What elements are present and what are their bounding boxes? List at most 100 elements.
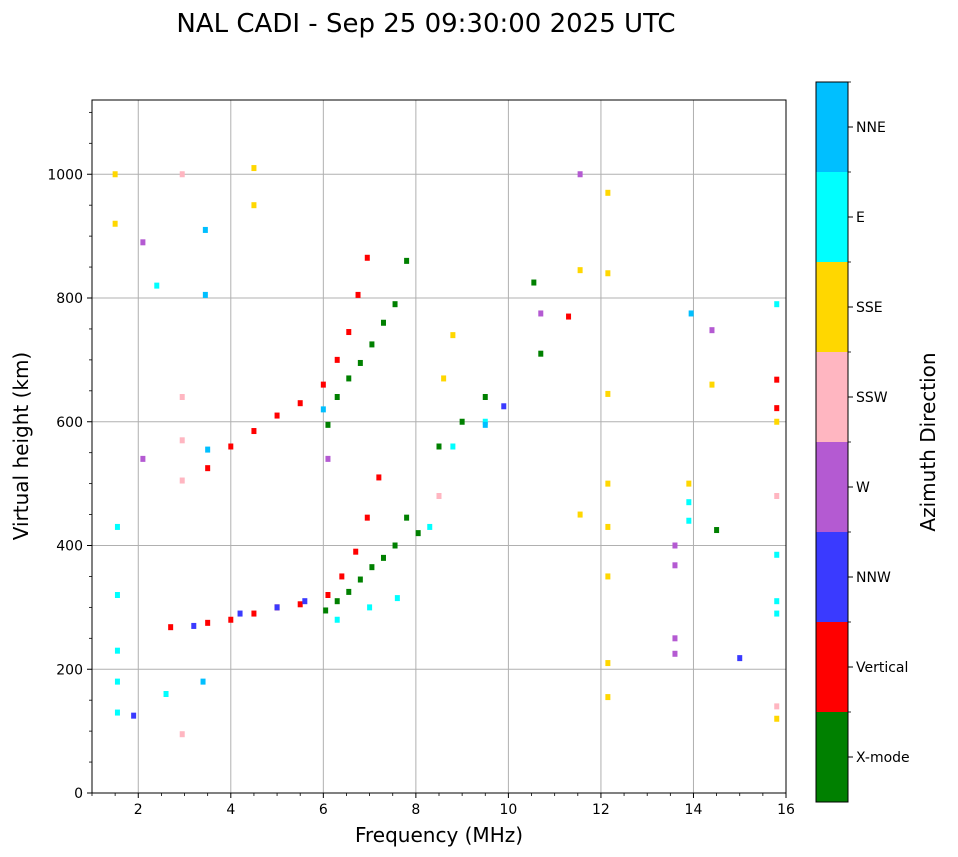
data-point-ssw bbox=[436, 493, 442, 499]
data-point-sse bbox=[774, 715, 780, 722]
data-point-e bbox=[450, 443, 456, 450]
data-point-x-mode bbox=[346, 588, 352, 595]
colorbar-segment-nnw bbox=[816, 532, 848, 622]
x-tick-label: 10 bbox=[499, 802, 517, 818]
y-axis-ticks: 0 200 400 600 800 1000 bbox=[47, 111, 92, 802]
data-point-ssw bbox=[179, 477, 185, 484]
data-point-e bbox=[774, 610, 780, 617]
data-point-vertical bbox=[297, 601, 303, 608]
data-point-e bbox=[427, 523, 433, 530]
data-point-w bbox=[325, 455, 331, 462]
data-point-x-mode bbox=[531, 279, 537, 286]
data-point-ssw bbox=[774, 493, 780, 499]
data-point-vertical bbox=[566, 313, 572, 320]
data-point-nnw bbox=[302, 598, 308, 605]
x-tick-label: 12 bbox=[592, 802, 610, 818]
data-point-e bbox=[114, 523, 120, 530]
data-point-w bbox=[709, 327, 715, 334]
colorbar-frame bbox=[815, 81, 849, 803]
y-tick-label: 0 bbox=[74, 786, 83, 802]
colorbar-segment-nne bbox=[816, 82, 848, 172]
data-point-sse bbox=[605, 573, 611, 580]
x-tick-label: 16 bbox=[777, 802, 795, 818]
data-point-nnw bbox=[737, 655, 743, 662]
x-tick-label: 14 bbox=[685, 802, 703, 818]
data-point-x-mode bbox=[392, 542, 398, 549]
data-point-nne bbox=[205, 446, 211, 453]
data-point-e bbox=[163, 691, 169, 697]
x-tick-label: 8 bbox=[411, 802, 420, 818]
data-point-sse bbox=[605, 390, 611, 397]
data-point-sse bbox=[577, 511, 583, 518]
data-point-sse bbox=[112, 171, 118, 178]
colorbar-label: Azimuth Direction bbox=[916, 352, 940, 531]
data-point-sse bbox=[605, 480, 611, 487]
data-point-vertical bbox=[364, 254, 370, 261]
data-point-w bbox=[672, 650, 678, 657]
colorbar-tick-label: X-mode bbox=[856, 750, 910, 766]
data-point-x-mode bbox=[404, 257, 410, 264]
data-point-vertical bbox=[228, 443, 234, 450]
data-point-vertical bbox=[325, 592, 331, 598]
data-point-vertical bbox=[364, 514, 370, 521]
data-point-e bbox=[774, 301, 780, 308]
data-point-x-mode bbox=[323, 607, 329, 614]
data-point-vertical bbox=[346, 329, 352, 336]
data-point-e bbox=[114, 592, 120, 598]
data-point-ssw bbox=[774, 703, 780, 710]
data-point-e bbox=[774, 598, 780, 605]
data-point-vertical bbox=[774, 405, 780, 412]
plot-area: 2 4 6 8 10 12 14 16 0 200 400 600 800 1000 bbox=[47, 99, 795, 818]
data-point-e bbox=[394, 595, 400, 602]
data-point-e bbox=[367, 604, 373, 611]
data-point-w bbox=[577, 171, 583, 178]
data-point-e bbox=[114, 678, 120, 685]
colorbar-tick-label: W bbox=[856, 480, 870, 496]
data-point-ssw bbox=[179, 171, 185, 178]
data-point-x-mode bbox=[380, 554, 386, 561]
data-point-sse bbox=[251, 202, 257, 209]
data-point-nne bbox=[200, 678, 206, 685]
data-point-vertical bbox=[774, 376, 780, 383]
data-point-e bbox=[686, 517, 692, 524]
chart-title: NAL CADI - Sep 25 09:30:00 2025 UTC bbox=[176, 9, 675, 39]
colorbar-tick-label: Vertical bbox=[856, 660, 908, 676]
colorbar-segment-w bbox=[816, 442, 848, 532]
data-point-x-mode bbox=[369, 341, 375, 348]
colorbar-segment-x-mode bbox=[816, 712, 848, 802]
data-point-x-mode bbox=[325, 421, 331, 428]
data-point-x-mode bbox=[334, 394, 340, 400]
data-point-ssw bbox=[179, 731, 185, 738]
data-point-nne bbox=[482, 421, 488, 428]
x-tick-label: 6 bbox=[319, 802, 328, 818]
data-point-nnw bbox=[237, 610, 243, 617]
data-point-sse bbox=[251, 165, 257, 172]
data-point-x-mode bbox=[357, 576, 363, 583]
data-point-e bbox=[154, 282, 160, 289]
data-point-vertical bbox=[274, 412, 280, 419]
data-point-sse bbox=[577, 267, 583, 274]
data-marks bbox=[112, 165, 780, 738]
data-point-nne bbox=[202, 226, 208, 233]
data-point-sse bbox=[112, 220, 118, 227]
data-point-x-mode bbox=[334, 598, 340, 605]
y-tick-label: 600 bbox=[56, 415, 83, 431]
data-point-w bbox=[672, 542, 678, 549]
data-point-sse bbox=[709, 381, 715, 388]
colorbar-segment-e bbox=[816, 172, 848, 262]
data-point-x-mode bbox=[392, 301, 398, 308]
data-point-e bbox=[686, 499, 692, 506]
y-tick-label: 1000 bbox=[47, 167, 83, 183]
data-point-vertical bbox=[228, 616, 234, 623]
data-point-ssw bbox=[179, 437, 185, 444]
data-point-x-mode bbox=[369, 564, 375, 571]
data-point-vertical bbox=[376, 474, 382, 481]
x-tick-label: 2 bbox=[134, 802, 143, 818]
colorbar: X-mode Vertical NNW W SSW SSE E NNE bbox=[815, 81, 910, 803]
data-point-vertical bbox=[251, 610, 257, 617]
data-point-e bbox=[334, 616, 340, 623]
data-point-sse bbox=[605, 189, 611, 196]
data-point-w bbox=[672, 635, 678, 642]
data-point-vertical bbox=[297, 400, 303, 407]
